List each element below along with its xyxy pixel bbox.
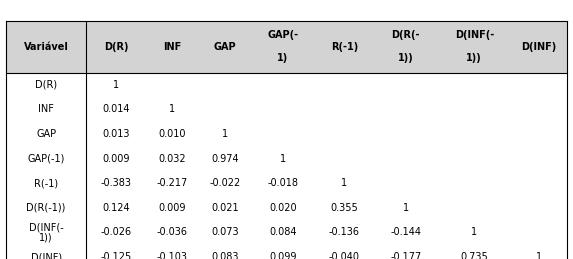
Text: 1: 1 bbox=[471, 227, 477, 238]
Text: 0.735: 0.735 bbox=[460, 252, 488, 259]
Text: 1: 1 bbox=[342, 178, 347, 188]
Text: 0.355: 0.355 bbox=[331, 203, 358, 213]
Text: 0.020: 0.020 bbox=[269, 203, 297, 213]
Text: D(R(-1)): D(R(-1)) bbox=[26, 203, 66, 213]
Text: -0.022: -0.022 bbox=[210, 178, 241, 188]
Text: Variável: Variável bbox=[23, 42, 69, 52]
Text: D(R): D(R) bbox=[104, 42, 128, 52]
Text: R(-1): R(-1) bbox=[34, 178, 58, 188]
Text: -0.103: -0.103 bbox=[157, 252, 188, 259]
Text: D(INF): D(INF) bbox=[30, 252, 62, 259]
Text: 1: 1 bbox=[403, 203, 409, 213]
Text: 0.974: 0.974 bbox=[211, 154, 239, 164]
Text: GAP(-: GAP(- bbox=[268, 30, 299, 40]
Text: R(-1): R(-1) bbox=[331, 42, 358, 52]
Text: -0.144: -0.144 bbox=[390, 227, 421, 238]
Text: 0.083: 0.083 bbox=[211, 252, 239, 259]
Text: 0.032: 0.032 bbox=[159, 154, 186, 164]
Text: D(INF(-: D(INF(- bbox=[454, 30, 494, 40]
Text: 1: 1 bbox=[280, 154, 286, 164]
Text: 0.084: 0.084 bbox=[269, 227, 297, 238]
Text: 1: 1 bbox=[222, 129, 228, 139]
Text: 1: 1 bbox=[170, 104, 175, 114]
Text: 0.021: 0.021 bbox=[211, 203, 239, 213]
Text: INF: INF bbox=[38, 104, 54, 114]
Text: 0.009: 0.009 bbox=[159, 203, 186, 213]
Text: 0.014: 0.014 bbox=[103, 104, 130, 114]
Text: 0.013: 0.013 bbox=[103, 129, 130, 139]
Text: 1)): 1)) bbox=[466, 53, 482, 63]
Text: 0.009: 0.009 bbox=[103, 154, 130, 164]
Text: 0.124: 0.124 bbox=[103, 203, 130, 213]
Text: 1)): 1)) bbox=[40, 233, 53, 243]
Text: D(R(-: D(R(- bbox=[391, 30, 420, 40]
Text: GAP: GAP bbox=[36, 129, 56, 139]
Text: 0.073: 0.073 bbox=[211, 227, 239, 238]
Text: GAP(-1): GAP(-1) bbox=[28, 154, 65, 164]
Text: GAP: GAP bbox=[214, 42, 237, 52]
Text: INF: INF bbox=[163, 42, 182, 52]
Text: D(INF(-: D(INF(- bbox=[29, 222, 64, 232]
Text: D(INF): D(INF) bbox=[521, 42, 557, 52]
Text: 1: 1 bbox=[536, 252, 542, 259]
Text: -0.125: -0.125 bbox=[101, 252, 132, 259]
Text: -0.018: -0.018 bbox=[268, 178, 299, 188]
Text: -0.036: -0.036 bbox=[157, 227, 188, 238]
Text: 0.010: 0.010 bbox=[159, 129, 186, 139]
Text: 1: 1 bbox=[113, 80, 119, 90]
Text: 1): 1) bbox=[277, 53, 289, 63]
Text: -0.026: -0.026 bbox=[101, 227, 132, 238]
Text: D(R): D(R) bbox=[35, 80, 57, 90]
Text: -0.177: -0.177 bbox=[390, 252, 422, 259]
Text: -0.217: -0.217 bbox=[157, 178, 188, 188]
Text: 1)): 1)) bbox=[398, 53, 414, 63]
Text: -0.383: -0.383 bbox=[101, 178, 132, 188]
Text: -0.136: -0.136 bbox=[329, 227, 360, 238]
Text: -0.040: -0.040 bbox=[329, 252, 360, 259]
Text: 0.099: 0.099 bbox=[269, 252, 297, 259]
